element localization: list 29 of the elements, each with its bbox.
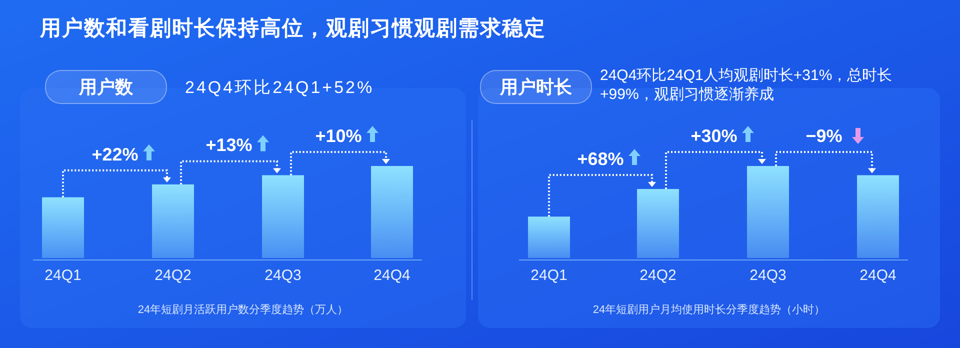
x-axis-title: 24年短剧月活跃用户数分季度趋势（万人） <box>138 303 348 316</box>
bar <box>528 216 570 258</box>
text: +10% <box>315 126 362 146</box>
annotation: +68% <box>577 149 624 169</box>
text: +13% <box>206 135 252 156</box>
chart-title: 用户数 <box>45 70 167 104</box>
bar <box>857 175 899 258</box>
chart-subtitle: 24Q4环比24Q1+52% <box>185 77 374 99</box>
x-tick-label: 24Q1 <box>530 267 568 284</box>
x-tick-label: 24Q3 <box>264 267 302 284</box>
bar <box>42 197 84 258</box>
bar <box>371 166 413 258</box>
x-tick-label: 24Q4 <box>374 267 410 284</box>
x-axis-title: 24年短剧用户月均使用时长分季度趋势（小时） <box>592 303 826 316</box>
x-tick-label: 24Q1 <box>44 267 82 284</box>
bar <box>747 166 789 258</box>
x-tick-label: 24Q2 <box>640 267 676 284</box>
text: +22% <box>92 144 138 164</box>
x-tick-label: 24Q4 <box>860 267 896 284</box>
chart-title: 用户时长 <box>480 70 592 104</box>
x-tick-label: 24Q3 <box>750 267 786 284</box>
bar <box>637 189 679 258</box>
bar <box>262 175 304 258</box>
text: +30% <box>690 126 738 146</box>
text: 用户数和看剧时长保持高位，观剧习惯观剧需求稳定 <box>40 16 546 42</box>
bar <box>152 184 194 258</box>
text: −9% <box>806 126 842 146</box>
chart-subtitle: 24Q4环比24Q1人均观剧时长+31%，总时长+99%，观剧习惯逐渐养成 <box>600 66 894 104</box>
x-tick-label: 24Q2 <box>154 267 192 284</box>
